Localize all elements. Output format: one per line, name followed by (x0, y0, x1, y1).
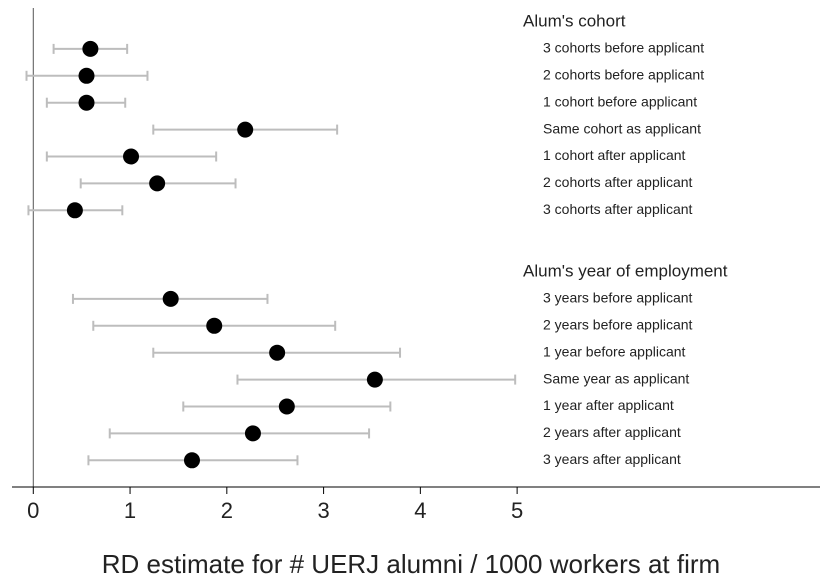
row-label: Same cohort as applicant (543, 120, 701, 136)
group-title: Alum's cohort (523, 11, 626, 30)
point (82, 40, 99, 57)
x-tick-label: 1 (124, 498, 136, 523)
point (237, 121, 254, 138)
row-label: 1 cohort before applicant (543, 93, 697, 109)
point (149, 175, 166, 192)
row-label: 2 years before applicant (543, 317, 693, 333)
point (278, 398, 295, 415)
point (78, 67, 95, 84)
point (123, 148, 140, 165)
x-tick-label: 4 (414, 498, 426, 523)
row-label: 2 cohorts before applicant (543, 67, 704, 83)
point (183, 452, 200, 469)
point (366, 371, 383, 388)
row-label: 1 cohort after applicant (543, 147, 686, 163)
point (244, 425, 261, 442)
row-label: Same year as applicant (543, 370, 689, 386)
point (162, 290, 179, 307)
row-label: 2 cohorts after applicant (543, 174, 693, 190)
point (78, 94, 95, 111)
x-tick-label: 3 (317, 498, 329, 523)
point (206, 317, 223, 334)
point (269, 344, 286, 361)
x-tick-label: 2 (221, 498, 233, 523)
group-title: Alum's year of employment (523, 261, 728, 280)
row-label: 3 years before applicant (543, 290, 693, 306)
x-tick-label: 0 (27, 498, 39, 523)
row-label: 3 years after applicant (543, 451, 681, 467)
row-label: 2 years after applicant (543, 424, 681, 440)
row-label: 1 year after applicant (543, 397, 674, 413)
row-label: 3 cohorts after applicant (543, 201, 693, 217)
row-label: 3 cohorts before applicant (543, 40, 704, 56)
row-label: 1 year before applicant (543, 343, 686, 359)
x-tick-label: 5 (511, 498, 523, 523)
point (66, 202, 83, 219)
x-axis-label: RD estimate for # UERJ alumni / 1000 wor… (102, 549, 720, 579)
